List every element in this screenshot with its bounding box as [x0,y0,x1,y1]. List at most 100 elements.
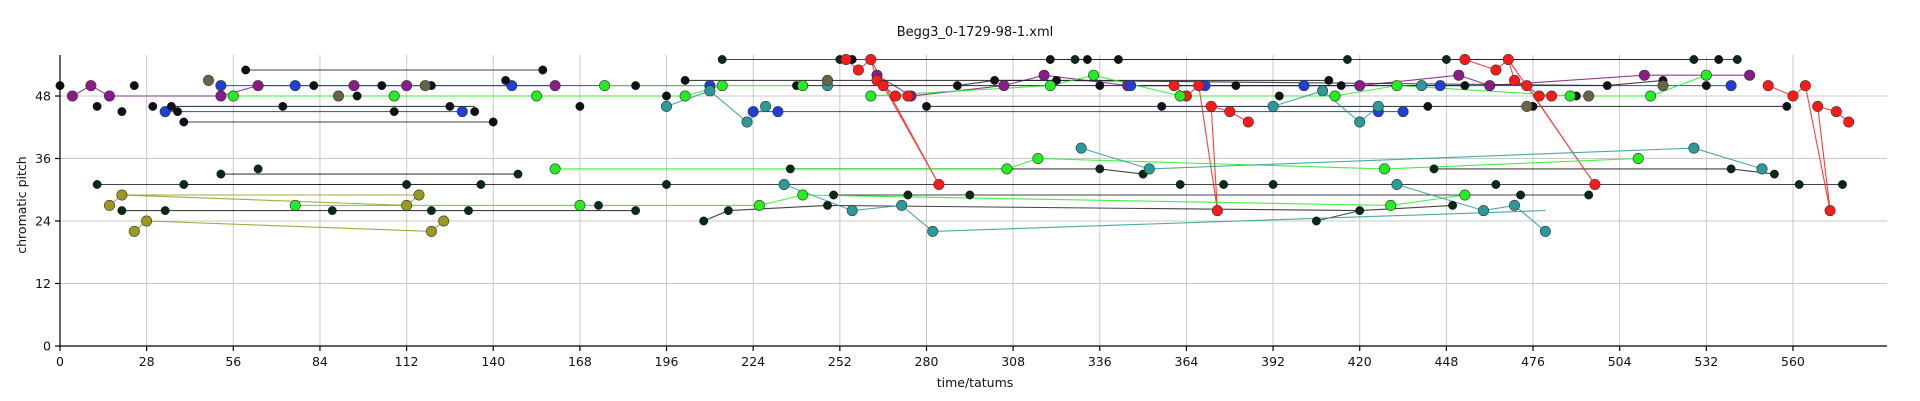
data-point [772,106,784,118]
data-point [216,169,226,179]
data-point [1824,205,1836,217]
data-point [1843,116,1855,128]
data-point [599,80,611,92]
x-tick-label: 364 [1175,354,1199,369]
series-line [790,168,1144,175]
data-point [699,216,709,226]
data-point [1274,91,1284,101]
x-tick-label: 28 [139,354,155,369]
series-line [1316,210,1360,222]
x-axis-ticks: 0 28 56 84 112 140 168 196 224 252 280 308 336 364 392… [56,346,1805,369]
data-point [965,190,975,200]
data-point [1521,80,1533,92]
data-point [1075,142,1087,154]
data-point [594,200,603,210]
data-point [1689,55,1699,64]
data-point [445,102,455,111]
data-point [785,164,795,174]
x-tick-label: 224 [741,354,765,369]
data-point [92,180,102,189]
data-point [1032,153,1044,165]
data-point [1838,180,1847,189]
data-point [660,100,672,112]
data-point [778,179,790,191]
data-point [1095,164,1105,174]
data-point [1584,190,1594,200]
data-point [1423,102,1433,111]
data-point [840,53,852,65]
series-points [55,53,1855,237]
data-point [1355,206,1365,216]
data-point [104,90,116,102]
data-point [1460,81,1470,91]
x-tick-label: 56 [225,354,241,369]
x-tick-label: 252 [828,354,852,369]
data-point [419,80,431,92]
data-point [1516,190,1526,200]
data-point [631,81,640,91]
data-point [1114,55,1123,64]
data-point [1442,55,1451,64]
data-point [1397,106,1409,118]
data-point [1732,55,1742,64]
series-line [1272,90,1379,123]
data-point [116,189,128,201]
data-point [1312,216,1321,226]
data-point [438,215,450,227]
data-point [388,90,400,102]
data-point [823,200,832,210]
x-tick-label: 476 [1521,354,1545,369]
data-point [488,117,498,127]
y-axis-label: chromatic pitch [14,156,29,253]
data-point [1602,81,1612,91]
data-point [846,205,858,217]
data-point [1205,100,1217,112]
data-point [922,102,931,111]
data-point [1391,179,1403,191]
data-point [747,106,759,118]
data-point [253,164,263,174]
data-point [1416,80,1428,92]
data-point [470,107,480,117]
data-point [1787,90,1799,102]
x-tick-label: 504 [1608,354,1632,369]
data-point [128,225,140,237]
data-point [348,80,360,92]
y-axis-ticks: 0 12 24 36 48 [35,89,60,354]
data-point [1385,199,1397,211]
data-point [1657,80,1669,92]
data-point [889,90,901,102]
data-point [1157,102,1167,111]
data-point [1714,55,1724,64]
data-point [717,55,727,64]
data-point [1744,69,1756,81]
data-point [998,80,1010,92]
data-point [513,169,523,179]
x-tick-label: 84 [312,354,328,369]
series-line [1081,147,1763,170]
y-tick-label: 48 [35,89,51,104]
data-point [159,106,171,118]
data-point [1645,90,1657,102]
data-point [1083,55,1092,64]
data-point [631,206,640,216]
data-point [1434,80,1446,92]
x-tick-label: 0 [56,354,64,369]
data-point [1484,80,1496,92]
data-point [203,74,215,86]
data-point [1336,81,1346,91]
data-point [92,102,102,111]
x-tick-label: 420 [1348,354,1372,369]
data-point [241,65,251,75]
series-line [555,157,1039,170]
data-point [1143,163,1155,175]
data-point [1193,80,1205,92]
data-point [1491,180,1501,189]
data-point [797,80,809,92]
data-point [1429,164,1439,174]
data-point [662,91,671,101]
data-point [117,206,127,216]
data-point [1688,142,1700,154]
data-point [425,225,437,237]
